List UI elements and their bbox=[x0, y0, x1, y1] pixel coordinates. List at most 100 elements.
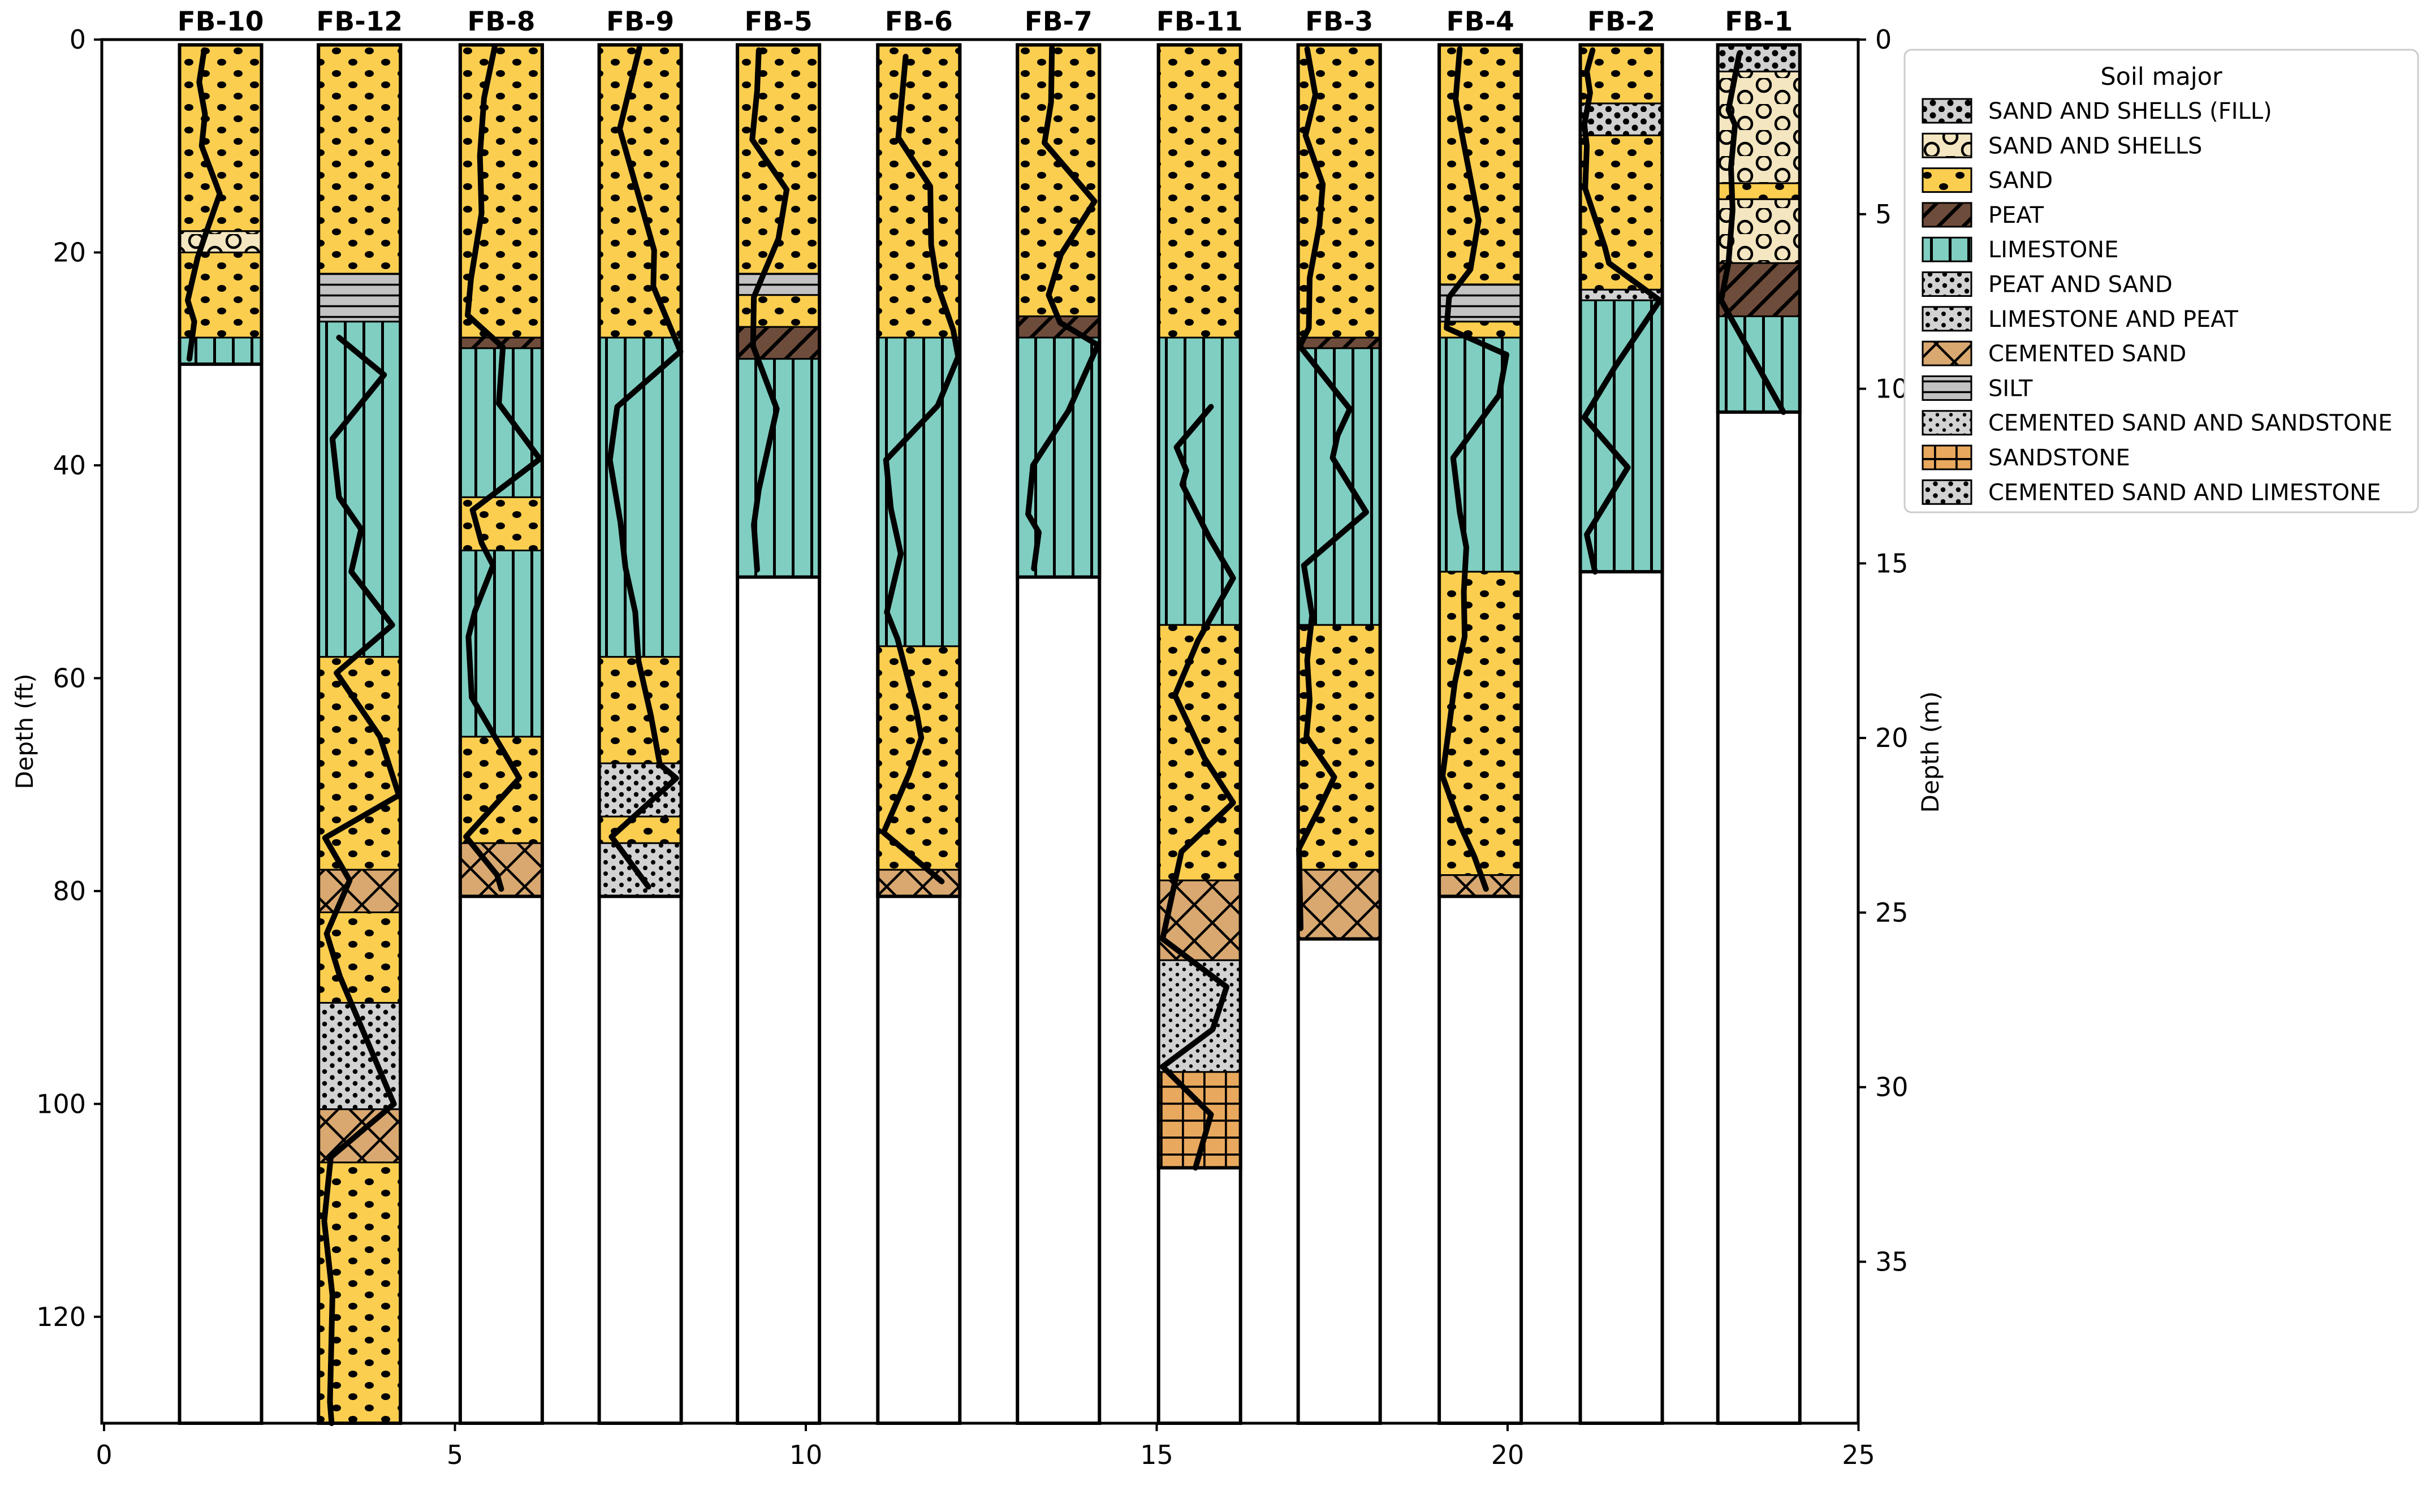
legend-label-CEM_SAND_LIMESTONE: CEMENTED SAND AND LIMESTONE bbox=[1988, 479, 2381, 506]
borehole-outline bbox=[1016, 43, 1102, 579]
borehole-title-FB-2: FB-2 bbox=[1587, 6, 1655, 37]
left-tick-0: 0 bbox=[70, 24, 86, 55]
legend-swatch-SAND bbox=[1922, 167, 1972, 193]
soil-layer-LIMESTONE bbox=[1438, 336, 1522, 573]
spt-curve bbox=[1160, 404, 1236, 1171]
borehole-outline bbox=[1716, 43, 1802, 414]
legend-label-LIMESTONE: LIMESTONE bbox=[1988, 237, 2118, 263]
bottom-tick-0: 0 bbox=[96, 1440, 112, 1470]
borehole-outline bbox=[1437, 43, 1523, 898]
legend-swatch-SANDSTONE bbox=[1922, 444, 1972, 470]
borehole-column-FB-5: FB-5 bbox=[736, 6, 822, 1425]
borehole-title-FB-1: FB-1 bbox=[1725, 6, 1793, 37]
soil-layer-LIMESTONE bbox=[736, 358, 821, 578]
soil-layer-SAND bbox=[1016, 44, 1100, 317]
soil-layer-LIMESTONE bbox=[459, 550, 543, 738]
bottom-tick-25: 25 bbox=[1842, 1440, 1875, 1470]
bottom-tick-15: 15 bbox=[1140, 1440, 1173, 1470]
legend-swatch-CEMENTED_SAND bbox=[1922, 340, 1972, 366]
borehole-title-FB-3: FB-3 bbox=[1305, 6, 1373, 37]
borehole-column-FB-9: FB-9 bbox=[597, 6, 684, 1425]
legend-item-CEMENTED_SAND: CEMENTED SAND bbox=[1922, 340, 2186, 367]
legend-swatch-PEAT bbox=[1922, 202, 1972, 228]
depth-axis-left: 0 20 40 60 80 100 120 Depth (ft) bbox=[11, 24, 102, 1332]
right-tick-5: 5 bbox=[1875, 199, 1892, 230]
legend-swatch-PEAT_SAND bbox=[1922, 271, 1972, 297]
spt-curve bbox=[1025, 45, 1101, 572]
soil-layer-SAND_SHELLS bbox=[179, 230, 263, 253]
soil-layer-SAND bbox=[877, 44, 961, 339]
left-tick-80: 80 bbox=[53, 876, 86, 906]
legend-item-PEAT: PEAT bbox=[1922, 202, 2044, 228]
soil-layer-CEMENTED_SAND bbox=[877, 869, 961, 897]
legend-label-CEMENTED_SAND: CEMENTED SAND bbox=[1988, 341, 2186, 367]
right-tick-30: 30 bbox=[1875, 1072, 1909, 1103]
soil-layer-SAND bbox=[877, 645, 961, 871]
bottom-tick-10: 10 bbox=[789, 1440, 823, 1470]
legend-swatch-CEM_SAND_SANDSTONE bbox=[1922, 410, 1972, 436]
right-tick-35: 35 bbox=[1875, 1246, 1909, 1277]
legend-swatch-SAND_SHELLS bbox=[1922, 132, 1972, 158]
borehole-outline bbox=[178, 43, 264, 366]
bottom-tick-20: 20 bbox=[1491, 1440, 1525, 1470]
legend-label-SAND_SHELLS: SAND AND SHELLS bbox=[1988, 133, 2202, 159]
legend-item-SAND_SHELLS: SAND AND SHELLS bbox=[1922, 132, 2202, 159]
spt-curve bbox=[1439, 46, 1509, 892]
borehole-outline bbox=[876, 43, 962, 898]
borehole-column-FB-10: FB-10 bbox=[178, 6, 264, 1425]
soil-layer-SAND bbox=[1158, 44, 1242, 339]
soil-layer-SAND bbox=[736, 294, 821, 328]
borehole-outline bbox=[597, 43, 683, 898]
spt-curve bbox=[1296, 46, 1369, 931]
left-tick-60: 60 bbox=[53, 663, 86, 693]
spt-curve bbox=[749, 47, 790, 573]
legend-label-SANDSTONE: SANDSTONE bbox=[1988, 445, 2130, 471]
legend-label-SILT: SILT bbox=[1988, 375, 2033, 401]
borehole-title-FB-9: FB-9 bbox=[606, 6, 674, 37]
plot-border bbox=[100, 38, 1860, 1425]
right-tick-20: 20 bbox=[1875, 723, 1909, 753]
left-tick-40: 40 bbox=[53, 450, 86, 481]
spt-curve bbox=[1581, 47, 1663, 575]
soil-layer-PEAT bbox=[1297, 336, 1381, 349]
borehole-title-FB-4: FB-4 bbox=[1447, 6, 1514, 37]
bottom-tick-5: 5 bbox=[447, 1440, 463, 1470]
borehole-column-FB-8: FB-8 bbox=[458, 6, 544, 1425]
soil-layer-SAND bbox=[459, 496, 543, 552]
soil-layer-SAND_SHELLS_FILL bbox=[1717, 44, 1801, 72]
soil-layer-CEMENTED_SAND bbox=[1297, 869, 1381, 940]
legend-swatch-LIMESTONE_PEAT bbox=[1922, 306, 1972, 332]
soil-layer-SAND bbox=[459, 44, 543, 339]
soil-layer-LIMESTONE bbox=[1297, 347, 1381, 626]
legend-item-SAND_SHELLS_FILL: SAND AND SHELLS (FILL) bbox=[1922, 98, 2272, 124]
borehole-title-FB-11: FB-11 bbox=[1156, 6, 1243, 37]
borehole-column-FB-3: FB-3 bbox=[1296, 6, 1382, 1425]
borehole-column-FB-1: FB-1 bbox=[1716, 6, 1802, 1425]
borehole-outline bbox=[1578, 43, 1664, 574]
borehole-title-FB-7: FB-7 bbox=[1025, 6, 1093, 37]
legend-item-SILT: SILT bbox=[1922, 375, 2033, 401]
legend: Soil major SAND AND SHELLS (FILL) SAND AND… bbox=[1903, 49, 2419, 513]
legend-item-CEM_SAND_SANDSTONE: CEMENTED SAND AND SANDSTONE bbox=[1922, 410, 2393, 437]
borehole-column-FB-6: FB-6 bbox=[876, 6, 962, 1425]
soil-layer-SAND bbox=[1438, 44, 1522, 286]
soil-layer-PEAT bbox=[736, 326, 821, 360]
borehole-column-FB-4: FB-4 bbox=[1437, 6, 1523, 1425]
legend-item-CEM_SAND_LIMESTONE: CEMENTED SAND AND LIMESTONE bbox=[1922, 479, 2381, 506]
borehole-column-FB-12: FB-12 bbox=[316, 6, 403, 1426]
right-tick-10: 10 bbox=[1875, 374, 1909, 404]
borehole-title-FB-12: FB-12 bbox=[316, 6, 403, 37]
borehole-columns: FB-10 FB-12 FB-8 FB-9 FB-5 FB-6 FB-7 FB-11 FB-3 F… bbox=[178, 6, 1802, 1426]
borehole-column-FB-7: FB-7 bbox=[1016, 6, 1102, 1425]
soil-layer-CEMENTED_SAND bbox=[317, 869, 401, 913]
legend-swatch-SILT bbox=[1922, 375, 1972, 401]
spt-curve bbox=[321, 335, 402, 1426]
soil-layer-LIMESTONE bbox=[1579, 299, 1664, 573]
legend-item-PEAT_SAND: PEAT AND SAND bbox=[1922, 271, 2173, 298]
legend-title: Soil major bbox=[2100, 63, 2222, 91]
soil-layer-SAND bbox=[317, 44, 401, 275]
legend-item-LIMESTONE_PEAT: LIMESTONE AND PEAT bbox=[1922, 306, 2239, 332]
borehole-title-FB-10: FB-10 bbox=[178, 6, 264, 37]
spt-curve bbox=[463, 44, 543, 892]
